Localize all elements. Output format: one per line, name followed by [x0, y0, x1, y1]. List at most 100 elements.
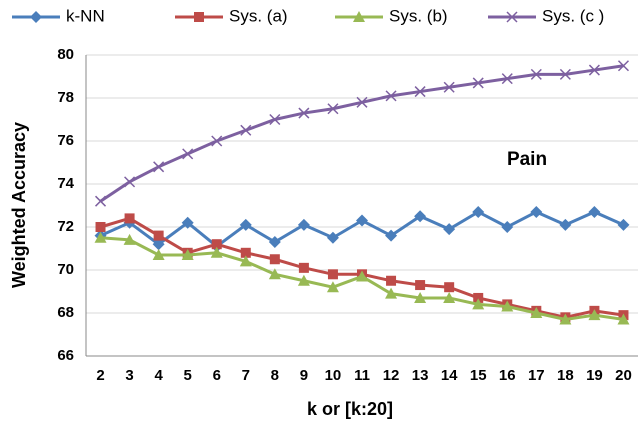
marker — [269, 113, 281, 126]
marker — [152, 248, 165, 260]
x-tick-label: 18 — [557, 367, 574, 384]
x-tick-label: 15 — [470, 367, 487, 384]
marker — [94, 195, 107, 207]
marker — [153, 230, 164, 241]
x-tick-label: 7 — [242, 367, 250, 384]
marker — [443, 81, 455, 93]
marker — [327, 269, 338, 280]
marker — [356, 96, 368, 108]
marker — [181, 216, 194, 229]
marker — [385, 90, 397, 102]
legend-label: Sys. (b) — [389, 6, 448, 25]
marker — [353, 11, 365, 22]
marker — [240, 247, 251, 258]
x-tick-label: 4 — [154, 367, 163, 384]
y-tick-label: 80 — [57, 46, 74, 63]
y-tick-label: 70 — [57, 261, 74, 278]
marker — [588, 64, 600, 76]
marker — [356, 214, 368, 227]
x-tick-label: 20 — [615, 367, 632, 384]
marker — [94, 231, 107, 243]
y-tick-label: 72 — [57, 218, 74, 235]
marker — [415, 280, 426, 291]
marker — [123, 233, 136, 245]
marker — [530, 307, 543, 318]
y-tick-label: 76 — [57, 132, 74, 149]
marker — [30, 11, 42, 23]
marker — [298, 107, 310, 119]
x-tick-label: 10 — [325, 367, 342, 384]
marker — [501, 221, 514, 233]
marker — [617, 313, 630, 325]
marker — [588, 205, 601, 218]
marker — [194, 12, 204, 22]
marker — [269, 254, 280, 265]
marker — [268, 268, 281, 280]
marker — [181, 248, 194, 260]
marker — [327, 103, 339, 115]
marker — [297, 218, 310, 231]
marker — [211, 239, 222, 250]
marker — [617, 218, 630, 231]
x-tick-label: 2 — [96, 367, 104, 384]
marker — [506, 11, 518, 23]
x-tick-label: 12 — [383, 367, 400, 384]
x-tick-label: 6 — [213, 367, 221, 384]
series-line — [99, 64, 624, 203]
marker — [211, 135, 223, 147]
x-tick-label: 14 — [441, 367, 458, 384]
marker — [559, 218, 572, 231]
marker — [210, 246, 223, 258]
series-line — [100, 216, 624, 319]
marker — [239, 218, 252, 231]
x-tick-label: 19 — [586, 367, 603, 384]
marker — [414, 86, 426, 98]
marker — [297, 274, 310, 286]
marker — [530, 205, 543, 218]
annotation: Pain — [507, 149, 547, 170]
marker — [153, 161, 165, 173]
x-tick-label: 13 — [412, 367, 429, 384]
x-tick-label: 5 — [184, 367, 192, 384]
marker — [152, 238, 165, 251]
marker — [472, 77, 484, 89]
marker — [501, 73, 513, 85]
y-tick-label: 74 — [57, 175, 74, 192]
marker — [356, 270, 368, 282]
marker — [443, 223, 456, 236]
x-tick-label: 8 — [271, 367, 279, 384]
y-axis-title: Weighted Accuracy — [9, 122, 29, 288]
marker — [385, 229, 398, 242]
x-tick-label: 9 — [300, 367, 308, 384]
x-axis-title: k or [k:20] — [307, 399, 393, 419]
marker — [473, 292, 484, 303]
marker — [124, 213, 135, 224]
marker — [414, 210, 427, 223]
marker — [559, 68, 571, 80]
x-tick-label: 17 — [528, 367, 545, 384]
y-tick-label: 78 — [57, 89, 74, 106]
x-tick-label: 11 — [354, 367, 370, 384]
marker — [414, 291, 427, 303]
marker — [95, 222, 106, 232]
marker — [386, 275, 397, 286]
marker — [385, 287, 398, 299]
y-tick-label: 68 — [57, 304, 74, 321]
legend-label: Sys. (a) — [229, 6, 288, 25]
marker — [268, 236, 281, 249]
marker — [443, 291, 456, 303]
marker — [298, 262, 309, 273]
marker — [124, 176, 136, 188]
marker — [326, 231, 339, 244]
marker — [472, 205, 485, 218]
marker — [239, 255, 252, 267]
marker — [240, 124, 252, 136]
marker — [530, 68, 542, 80]
marker — [444, 282, 455, 293]
x-tick-label: 16 — [499, 367, 516, 384]
marker — [182, 148, 194, 160]
marker — [501, 300, 514, 312]
marker — [617, 60, 630, 72]
y-tick-label: 66 — [57, 347, 74, 364]
